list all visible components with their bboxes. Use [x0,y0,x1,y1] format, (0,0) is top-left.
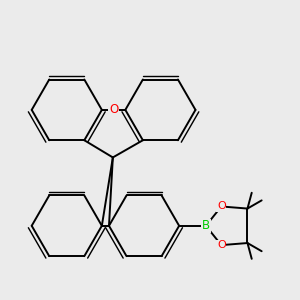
Text: O: O [109,103,118,116]
Text: O: O [217,240,226,250]
Text: B: B [202,219,210,232]
Text: O: O [217,202,226,212]
